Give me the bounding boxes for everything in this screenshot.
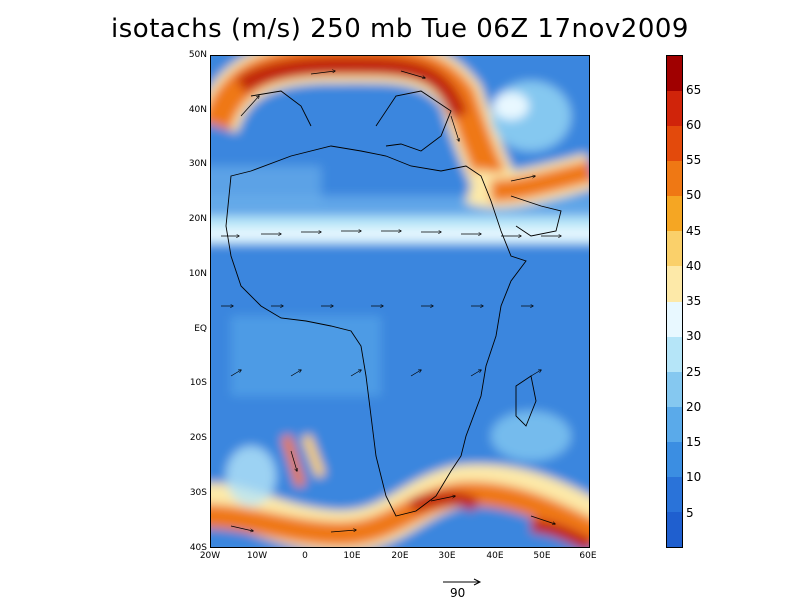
lon-label-20w: 20W	[199, 551, 221, 561]
colorbar-label-65: 65	[686, 83, 702, 97]
colorbar-label-50: 50	[686, 188, 702, 202]
lon-label-20e: 20E	[391, 551, 409, 561]
wind-vectors	[221, 71, 561, 532]
colorbar-segment	[667, 441, 682, 478]
colorbar-label-35: 35	[686, 294, 702, 308]
colorbar-label-40: 40	[686, 259, 702, 273]
colorbar-segment	[667, 266, 682, 302]
colorbar-segment	[667, 371, 682, 408]
colorbar-label-45: 45	[686, 224, 702, 238]
colorbar-label-60: 60	[686, 118, 702, 132]
colorbar	[666, 55, 683, 548]
colorbar-label-15: 15	[686, 435, 702, 449]
colorbar-segment	[667, 231, 682, 267]
lon-label-60e: 60E	[579, 551, 597, 561]
colorbar-label-30: 30	[686, 329, 702, 343]
lon-label-30e: 30E	[438, 551, 456, 561]
wind-map	[210, 55, 590, 548]
lat-label-10n: 10N	[188, 269, 207, 279]
lat-label-20s: 20S	[189, 433, 207, 443]
lat-label-50n: 50N	[188, 50, 207, 60]
lon-label-40e: 40E	[486, 551, 504, 561]
colorbar-segment	[667, 161, 682, 197]
lat-label-40n: 40N	[188, 105, 207, 115]
colorbar-label-10: 10	[686, 470, 702, 484]
colorbar-segment	[667, 336, 682, 373]
lon-label-0: 0	[302, 551, 308, 561]
lat-label-10s: 10S	[189, 378, 207, 388]
isotach-field	[211, 56, 589, 547]
lat-label-40s: 40S	[189, 543, 207, 553]
coastline	[225, 90, 562, 517]
colorbar-segment	[667, 196, 682, 232]
lon-label-10e: 10E	[343, 551, 361, 561]
colorbar-segment	[667, 91, 682, 127]
colorbar-segment	[667, 511, 682, 548]
lon-label-10w: 10W	[246, 551, 268, 561]
map-title: isotachs (m/s) 250 mb Tue 06Z 17nov2009	[111, 14, 689, 44]
colorbar-segment	[667, 406, 682, 443]
colorbar-segment	[667, 301, 682, 338]
colorbar-label-55: 55	[686, 153, 702, 167]
colorbar-label-25: 25	[686, 365, 702, 379]
colorbar-segment	[667, 56, 682, 92]
colorbar-label-5: 5	[686, 506, 694, 520]
lat-label-20n: 20N	[188, 214, 207, 224]
lon-label-50e: 50E	[533, 551, 551, 561]
reference-vector-label: 90	[450, 586, 466, 600]
lat-label-30n: 30N	[188, 159, 207, 169]
colorbar-segment	[667, 476, 682, 513]
lat-label-30s: 30S	[189, 488, 207, 498]
reference-vector-arrow	[443, 578, 482, 586]
colorbar-segment	[667, 126, 682, 162]
lat-label-eq: EQ	[194, 324, 207, 334]
colorbar-label-20: 20	[686, 400, 702, 414]
